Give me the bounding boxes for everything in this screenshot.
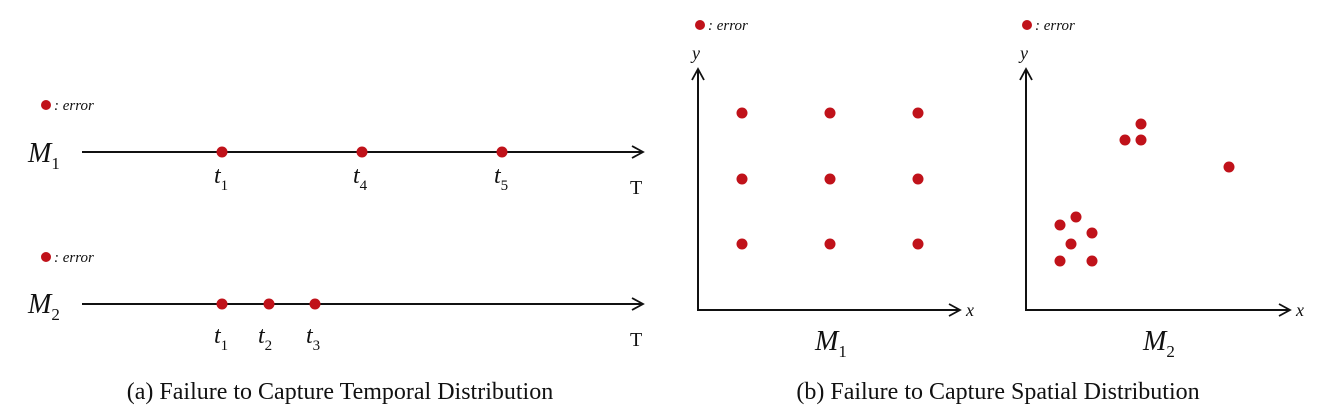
error-dot xyxy=(1135,134,1147,146)
temporal-panel: : error M1 t1 t4 t5 T : error M2 t1 t2 t… xyxy=(27,98,645,405)
legend-error-text: : error xyxy=(708,18,748,34)
error-dot xyxy=(309,298,321,310)
time-axis-label: T xyxy=(630,177,642,199)
error-dot xyxy=(356,146,368,158)
legend-error-dot xyxy=(41,100,51,110)
error-dot xyxy=(263,298,275,310)
error-dot xyxy=(912,107,924,119)
y-axis-label: y xyxy=(1018,43,1028,63)
legend-error-text: : error xyxy=(54,98,94,114)
x-axis-label: x xyxy=(1295,300,1304,320)
caption-temporal: (a) Failure to Capture Temporal Distribu… xyxy=(127,379,553,405)
error-dot xyxy=(1135,118,1147,130)
x-axis-label: x xyxy=(965,300,974,320)
caption-spatial: (b) Failure to Capture Spatial Distribut… xyxy=(796,379,1199,405)
error-dot xyxy=(912,238,924,250)
legend-error-text: : error xyxy=(1035,18,1075,34)
error-dot xyxy=(824,107,836,119)
legend-row1: : error xyxy=(41,98,94,114)
error-dot xyxy=(1086,227,1098,239)
legend-row2: : error xyxy=(41,250,94,266)
y-axis-label: y xyxy=(690,43,700,63)
model-label-m1: M1 xyxy=(814,326,847,361)
legend-error-dot xyxy=(1022,20,1032,30)
error-dot xyxy=(496,146,508,158)
model-label-m1: M1 xyxy=(27,138,60,173)
time-label: t1 xyxy=(214,163,228,194)
error-dot xyxy=(216,298,228,310)
error-dot xyxy=(736,173,748,185)
legend-error-text: : error xyxy=(54,250,94,266)
time-label: t1 xyxy=(214,323,228,354)
error-dot xyxy=(216,146,228,158)
error-dot xyxy=(1070,211,1082,223)
model-label-m2: M2 xyxy=(27,289,60,324)
time-label: t2 xyxy=(258,323,272,354)
error-dot xyxy=(824,238,836,250)
error-dot xyxy=(1086,255,1098,267)
error-dot xyxy=(1054,219,1066,231)
error-dot xyxy=(1223,161,1235,173)
error-dot xyxy=(1065,238,1077,250)
legend-error-dot xyxy=(695,20,705,30)
time-label: t4 xyxy=(353,163,368,194)
time-label: t5 xyxy=(494,163,508,194)
error-dot xyxy=(736,238,748,250)
spatial-plot-m1: : error y x M1 xyxy=(690,18,974,361)
error-dot xyxy=(912,173,924,185)
error-dot xyxy=(824,173,836,185)
legend-error-dot xyxy=(41,252,51,262)
time-axis-label: T xyxy=(630,329,642,351)
spatial-plot-m2: : error y x M2 xyxy=(1018,18,1304,361)
error-dot xyxy=(1054,255,1066,267)
error-dot xyxy=(1119,134,1131,146)
spatial-panel: : error y x M1 : error y x xyxy=(690,18,1304,405)
error-dot xyxy=(736,107,748,119)
time-label: t3 xyxy=(306,323,320,354)
model-label-m2: M2 xyxy=(1142,326,1175,361)
